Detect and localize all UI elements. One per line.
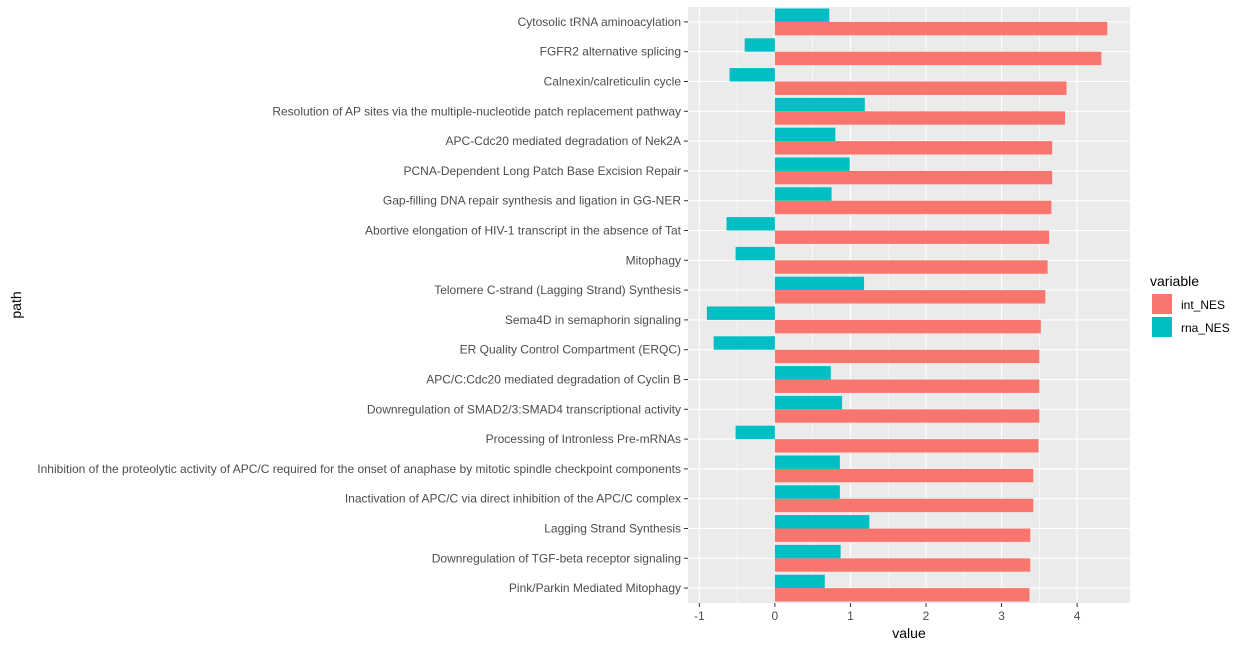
y-axis-category-label: Inhibition of the proteolytic activity o… bbox=[37, 462, 681, 476]
y-axis-category-label: Gap-filling DNA repair synthesis and lig… bbox=[383, 194, 681, 208]
bar-int_NES bbox=[774, 558, 1031, 572]
y-axis-category-label: Mitophagy bbox=[626, 253, 681, 267]
legend-label-rna_NES: rna_NES bbox=[1181, 321, 1230, 335]
bar-rna_NES bbox=[706, 306, 775, 320]
x-tick-label: -1 bbox=[694, 609, 705, 623]
y-axis-title: path bbox=[8, 291, 24, 318]
bar-int_NES bbox=[774, 51, 1102, 66]
legend-label-int_NES: int_NES bbox=[1181, 298, 1225, 312]
bar-int_NES bbox=[774, 260, 1048, 274]
bar-int_NES bbox=[774, 588, 1030, 602]
bar-int_NES bbox=[774, 528, 1031, 542]
y-axis-category-label: Calnexin/calreticulin cycle bbox=[544, 75, 682, 89]
bar-rna_NES bbox=[774, 574, 825, 589]
legend-title: variable bbox=[1150, 273, 1199, 289]
bar-rna_NES bbox=[774, 485, 840, 499]
bar-int_NES bbox=[774, 290, 1046, 304]
bar-rna_NES bbox=[744, 38, 775, 52]
y-axis-category-label: Lagging Strand Synthesis bbox=[544, 522, 681, 536]
bar-int_NES bbox=[774, 141, 1053, 155]
y-axis-category-label: Resolution of AP sites via the multiple-… bbox=[272, 104, 681, 118]
bar-int_NES bbox=[774, 200, 1052, 215]
y-axis-category-label: Sema4D in semaphorin signaling bbox=[505, 313, 681, 327]
legend-swatch-rna_NES bbox=[1152, 317, 1172, 337]
bar-int_NES bbox=[774, 170, 1053, 185]
x-tick-label: 4 bbox=[1074, 609, 1081, 623]
bar-rna_NES bbox=[774, 187, 832, 201]
x-tick-label: 1 bbox=[847, 609, 854, 623]
y-axis-category-labels: Cytosolic tRNA aminoacylation FGFR2 alter… bbox=[37, 15, 688, 595]
x-tick-label: 2 bbox=[923, 609, 930, 623]
bar-rna_NES bbox=[774, 8, 830, 22]
y-axis-category-label: ER Quality Control Compartment (ERQC) bbox=[460, 343, 681, 357]
legend-swatch-int_NES bbox=[1152, 294, 1172, 314]
y-axis-category-label: Downregulation of SMAD2/3:SMAD4 transcri… bbox=[367, 402, 681, 416]
y-axis-category-label: Cytosolic tRNA aminoacylation bbox=[518, 15, 681, 29]
legend: variable int_NES rna_NES bbox=[1150, 273, 1230, 337]
bar-rna_NES bbox=[774, 157, 850, 171]
y-axis-category-label: Pink/Parkin Mediated Mitophagy bbox=[509, 581, 681, 595]
bar-rna_NES bbox=[774, 366, 831, 380]
y-axis-category-label: Processing of Intronless Pre-mRNAs bbox=[486, 432, 681, 446]
bar-rna_NES bbox=[774, 515, 870, 529]
bar-int_NES bbox=[774, 498, 1034, 513]
y-axis-category-label: Downregulation of TGF-beta receptor sign… bbox=[432, 551, 681, 565]
y-axis-category-label: Telomere C-strand (Lagging Strand) Synth… bbox=[434, 283, 681, 297]
y-axis-category-label: FGFR2 alternative splicing bbox=[540, 45, 681, 59]
bar-rna_NES bbox=[729, 68, 775, 82]
bar-int_NES bbox=[774, 409, 1040, 423]
y-axis-category-label: Abortive elongation of HIV-1 transcript … bbox=[365, 224, 682, 238]
bar-int_NES bbox=[774, 111, 1066, 125]
y-axis-category-label: Inactivation of APC/C via direct inhibit… bbox=[345, 492, 681, 506]
bar-rna_NES bbox=[774, 127, 836, 142]
y-axis-category-label: APC/C:Cdc20 mediated degradation of Cycl… bbox=[426, 373, 681, 387]
bar-rna_NES bbox=[774, 544, 841, 559]
bar-int_NES bbox=[774, 230, 1050, 244]
bar-rna_NES bbox=[774, 395, 843, 410]
x-axis-title: value bbox=[892, 625, 926, 641]
bar-int_NES bbox=[774, 439, 1039, 453]
bar-int_NES bbox=[774, 379, 1040, 393]
bar-int_NES bbox=[774, 81, 1067, 95]
x-tick-label: 0 bbox=[772, 609, 779, 623]
bar-int_NES bbox=[774, 468, 1034, 483]
bars bbox=[706, 8, 1108, 602]
bar-rna_NES bbox=[735, 246, 775, 261]
bar-int_NES bbox=[774, 319, 1041, 334]
bar-rna_NES bbox=[735, 425, 775, 440]
bar-int_NES bbox=[774, 349, 1040, 364]
bar-rna_NES bbox=[774, 97, 865, 112]
bar-rna_NES bbox=[713, 336, 775, 350]
bar-rna_NES bbox=[726, 217, 775, 231]
bar-rna_NES bbox=[774, 455, 840, 469]
y-axis-category-label: PCNA-Dependent Long Patch Base Excision … bbox=[404, 164, 682, 178]
bar-int_NES bbox=[774, 21, 1108, 36]
x-tick-label: 3 bbox=[998, 609, 1005, 623]
x-axis-ticks: -1 0 1 2 3 4 bbox=[694, 603, 1081, 623]
y-axis-category-label: APC-Cdc20 mediated degradation of Nek2A bbox=[446, 134, 681, 148]
bar-rna_NES bbox=[774, 276, 865, 291]
plot-panel bbox=[688, 7, 1130, 603]
